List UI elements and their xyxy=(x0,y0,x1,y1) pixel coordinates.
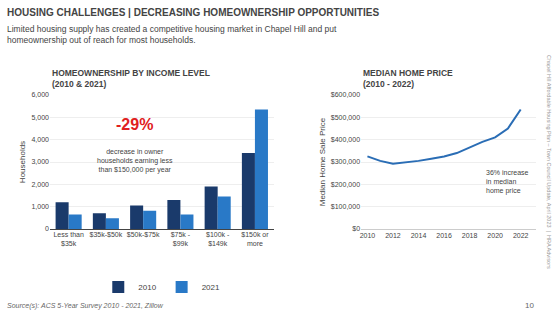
svg-text:$600,000: $600,000 xyxy=(331,91,360,98)
svg-text:-29%: -29% xyxy=(116,116,153,133)
svg-text:$150k ormore: $150k ormore xyxy=(241,231,269,247)
svg-text:$300,000: $300,000 xyxy=(331,158,360,165)
svg-text:$35k-$50k: $35k-$50k xyxy=(90,231,123,238)
svg-text:2020: 2020 xyxy=(487,232,503,239)
svg-text:Less than$35k: Less than$35k xyxy=(53,231,83,247)
svg-text:2014: 2014 xyxy=(411,232,427,239)
svg-text:Source(s): ACS 5-Year Survey 2: Source(s): ACS 5-Year Survey 2010 - 2021… xyxy=(7,302,164,310)
svg-text:$400,000: $400,000 xyxy=(331,136,360,143)
svg-text:MEDIAN HOME PRICE(2010 - 2022): MEDIAN HOME PRICE(2010 - 2022) xyxy=(363,68,453,89)
svg-text:36% increasein medianhome pric: 36% increasein medianhome price xyxy=(486,169,529,195)
svg-text:2010: 2010 xyxy=(138,283,156,292)
svg-text:6,000: 6,000 xyxy=(31,91,49,98)
svg-text:5,000: 5,000 xyxy=(31,114,49,121)
svg-text:HOUSING CHALLENGES | DECREASIN: HOUSING CHALLENGES | DECREASING HOMEOWNE… xyxy=(7,7,379,18)
svg-text:Median Home Sale Price: Median Home Sale Price xyxy=(318,117,327,206)
svg-text:$200,000: $200,000 xyxy=(331,181,360,188)
svg-text:Chapel Hill Affordable Housing: Chapel Hill Affordable Housing Plan – To… xyxy=(546,55,552,269)
svg-text:2,000: 2,000 xyxy=(31,181,49,188)
svg-text:$50k-$75k: $50k-$75k xyxy=(127,231,160,238)
svg-text:Households: Households xyxy=(18,141,27,183)
svg-text:2021: 2021 xyxy=(202,283,220,292)
svg-text:$500,000: $500,000 xyxy=(331,114,360,121)
svg-text:decrease in ownerhouseholds ea: decrease in ownerhouseholds earning less… xyxy=(97,148,173,174)
svg-text:2022: 2022 xyxy=(513,232,529,239)
svg-text:1,000: 1,000 xyxy=(31,203,49,210)
svg-text:2010: 2010 xyxy=(360,232,376,239)
svg-text:2016: 2016 xyxy=(436,232,452,239)
svg-text:HOMEOWNERSHIP BY INCOME LEVEL(: HOMEOWNERSHIP BY INCOME LEVEL(2010 & 202… xyxy=(52,68,210,89)
svg-text:4,000: 4,000 xyxy=(31,136,49,143)
svg-text:3,000: 3,000 xyxy=(31,158,49,165)
svg-text:Limited housing supply has cre: Limited housing supply has created a com… xyxy=(7,24,337,45)
svg-text:$100k -$149k: $100k -$149k xyxy=(206,231,230,247)
svg-text:$0: $0 xyxy=(352,225,360,232)
svg-text:2018: 2018 xyxy=(462,232,478,239)
svg-text:$100,000: $100,000 xyxy=(331,203,360,210)
svg-text:10: 10 xyxy=(525,301,534,310)
svg-text:2012: 2012 xyxy=(385,232,401,239)
svg-text:$75k -$99k: $75k -$99k xyxy=(171,231,191,247)
svg-text:0: 0 xyxy=(45,225,49,232)
